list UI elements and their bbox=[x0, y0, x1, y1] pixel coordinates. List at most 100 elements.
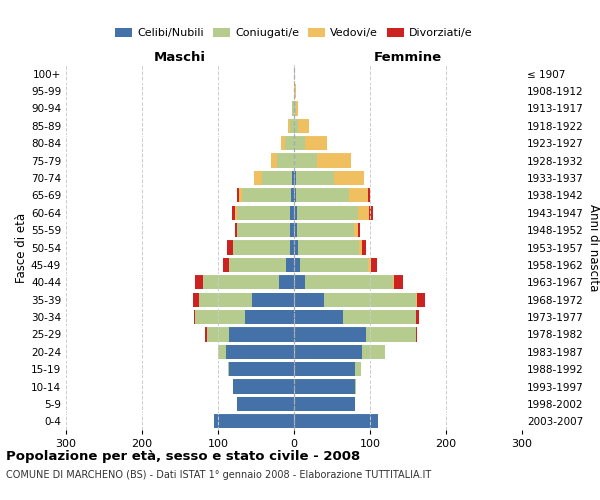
Bar bbox=[294, 310, 343, 324]
Bar bbox=[294, 414, 377, 428]
Bar bbox=[343, 310, 416, 324]
Bar bbox=[290, 118, 294, 133]
Bar bbox=[305, 275, 393, 289]
Bar bbox=[355, 362, 361, 376]
Bar bbox=[369, 206, 373, 220]
Bar bbox=[294, 328, 366, 342]
Bar bbox=[362, 344, 385, 359]
Bar bbox=[245, 310, 294, 324]
Bar bbox=[294, 292, 325, 307]
Bar bbox=[206, 328, 229, 342]
Bar bbox=[237, 223, 290, 237]
Bar bbox=[371, 258, 377, 272]
Bar bbox=[237, 188, 239, 202]
Bar bbox=[296, 171, 334, 185]
Bar bbox=[294, 136, 305, 150]
Bar bbox=[228, 362, 229, 376]
Bar bbox=[294, 344, 362, 359]
Bar bbox=[286, 258, 294, 272]
Bar bbox=[279, 275, 294, 289]
Bar bbox=[193, 292, 199, 307]
Bar bbox=[218, 344, 226, 359]
Bar bbox=[292, 102, 294, 116]
Bar bbox=[416, 310, 419, 324]
Bar bbox=[416, 328, 417, 342]
Bar bbox=[294, 188, 296, 202]
Text: Maschi: Maschi bbox=[154, 51, 206, 64]
Bar bbox=[195, 310, 245, 324]
Bar bbox=[294, 275, 305, 289]
Bar bbox=[359, 240, 362, 254]
Bar bbox=[394, 275, 403, 289]
Bar bbox=[368, 188, 370, 202]
Bar bbox=[298, 240, 359, 254]
Bar bbox=[294, 240, 298, 254]
Bar bbox=[358, 206, 369, 220]
Bar bbox=[229, 362, 294, 376]
Bar bbox=[349, 188, 368, 202]
Bar bbox=[227, 240, 233, 254]
Bar bbox=[294, 380, 355, 394]
Bar bbox=[235, 206, 237, 220]
Bar bbox=[417, 292, 425, 307]
Bar bbox=[292, 171, 294, 185]
Bar bbox=[290, 240, 294, 254]
Bar bbox=[358, 223, 360, 237]
Bar bbox=[235, 223, 237, 237]
Text: Popolazione per età, sesso e stato civile - 2008: Popolazione per età, sesso e stato civil… bbox=[6, 450, 360, 463]
Bar bbox=[232, 206, 235, 220]
Bar bbox=[290, 206, 294, 220]
Bar bbox=[416, 292, 417, 307]
Bar bbox=[294, 258, 300, 272]
Bar bbox=[239, 188, 242, 202]
Bar bbox=[368, 258, 371, 272]
Y-axis label: Fasce di età: Fasce di età bbox=[15, 212, 28, 282]
Bar bbox=[325, 292, 416, 307]
Bar bbox=[294, 362, 355, 376]
Bar bbox=[294, 223, 297, 237]
Bar bbox=[294, 84, 296, 98]
Text: COMUNE DI MARCHENO (BS) - Dati ISTAT 1° gennaio 2008 - Elaborazione TUTTITALIA.I: COMUNE DI MARCHENO (BS) - Dati ISTAT 1° … bbox=[6, 470, 431, 480]
Bar bbox=[300, 258, 368, 272]
Bar bbox=[393, 275, 394, 289]
Bar bbox=[294, 154, 317, 168]
Bar bbox=[277, 154, 294, 168]
Bar bbox=[203, 275, 279, 289]
Bar bbox=[195, 275, 203, 289]
Bar bbox=[296, 188, 349, 202]
Bar bbox=[296, 102, 298, 116]
Bar bbox=[252, 292, 294, 307]
Bar bbox=[297, 206, 358, 220]
Bar bbox=[281, 136, 285, 150]
Bar bbox=[294, 206, 297, 220]
Bar bbox=[226, 344, 294, 359]
Bar bbox=[294, 397, 355, 411]
Bar bbox=[298, 118, 309, 133]
Bar bbox=[317, 154, 351, 168]
Bar bbox=[305, 136, 326, 150]
Bar bbox=[288, 118, 290, 133]
Bar bbox=[229, 328, 294, 342]
Bar bbox=[285, 136, 294, 150]
Bar bbox=[355, 380, 356, 394]
Bar bbox=[214, 414, 294, 428]
Bar bbox=[223, 258, 229, 272]
Bar bbox=[294, 118, 298, 133]
Bar bbox=[237, 206, 290, 220]
Y-axis label: Anni di nascita: Anni di nascita bbox=[587, 204, 600, 291]
Bar bbox=[297, 223, 354, 237]
Bar bbox=[271, 154, 277, 168]
Bar bbox=[237, 397, 294, 411]
Bar bbox=[194, 310, 195, 324]
Bar bbox=[254, 171, 262, 185]
Bar bbox=[294, 102, 296, 116]
Bar bbox=[233, 380, 294, 394]
Bar bbox=[199, 292, 252, 307]
Text: Femmine: Femmine bbox=[374, 51, 442, 64]
Bar bbox=[205, 328, 206, 342]
Bar bbox=[233, 240, 290, 254]
Bar bbox=[366, 328, 416, 342]
Legend: Celibi/Nubili, Coniugati/e, Vedovi/e, Divorziati/e: Celibi/Nubili, Coniugati/e, Vedovi/e, Di… bbox=[111, 23, 477, 43]
Bar bbox=[354, 223, 358, 237]
Bar bbox=[334, 171, 364, 185]
